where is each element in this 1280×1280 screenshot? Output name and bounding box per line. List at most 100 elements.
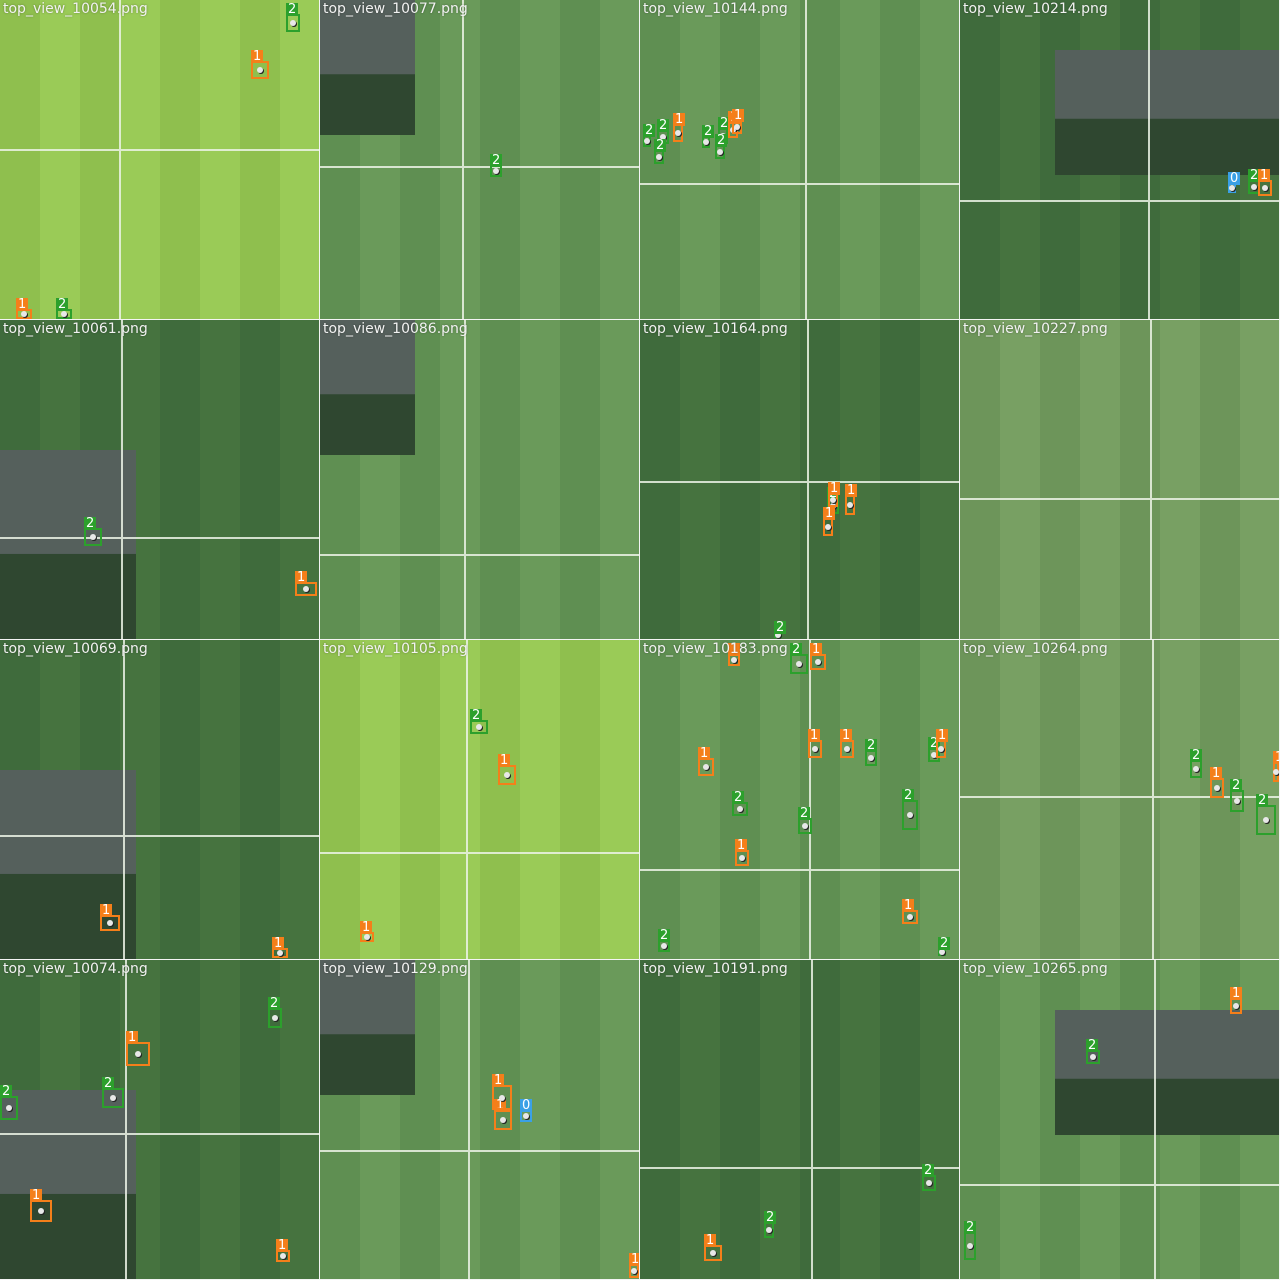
tile-top-view-10144-png[interactable]: top_view_10144.png221222121	[640, 0, 959, 319]
detection-box-class-2[interactable]: 2	[790, 643, 808, 674]
detection-box-class-1[interactable]: 1	[16, 298, 32, 319]
tile-top-view-10164-png[interactable]: top_view_10164.png21112	[640, 320, 959, 639]
detection-box-class-1[interactable]: 1	[823, 507, 836, 536]
detected-object-marker	[775, 632, 781, 638]
tile-top-view-10227-png[interactable]: top_view_10227.png	[960, 320, 1279, 639]
tile-top-view-10086-png[interactable]: top_view_10086.png	[320, 320, 639, 639]
detection-box-class-2[interactable]: 2	[732, 791, 748, 816]
detection-box-class-2[interactable]: 2	[1256, 794, 1276, 835]
class-id-tag: 2	[654, 138, 667, 153]
tile-top-view-10191-png[interactable]: top_view_10191.png 2 2 1	[640, 960, 959, 1279]
detection-box-class-2[interactable]: 2	[490, 154, 503, 177]
detection-box-class-1[interactable]: 1	[1210, 767, 1224, 798]
detection-box-class-1[interactable]: 1	[673, 113, 686, 142]
detection-box-class-2[interactable]: 2	[715, 134, 728, 159]
detection-box-class-1[interactable]: 1	[494, 1099, 512, 1130]
detection-box-class-1[interactable]: 1	[30, 1189, 52, 1222]
detection-box-class-1[interactable]: 1	[840, 729, 854, 758]
tile-top-view-10054-png[interactable]: top_view_10054.png 2 1 1 2	[0, 0, 319, 319]
class-id-tag: 2	[1190, 748, 1203, 763]
detection-box-class-0[interactable]: 0	[1228, 172, 1241, 193]
detected-object-marker	[675, 130, 681, 136]
detection-box-class-2[interactable]: 2	[922, 1164, 936, 1191]
detection-box-class-1[interactable]: 1	[698, 747, 714, 776]
tile-top-view-10069-png[interactable]: top_view_10069.png 1 1	[0, 640, 319, 959]
detection-box-class-2[interactable]: 2	[654, 139, 667, 164]
detection-box-class-2[interactable]: 2	[658, 929, 671, 952]
detection-box-class-2[interactable]: 2	[286, 3, 300, 32]
detection-box-class-1[interactable]: 1	[808, 729, 822, 758]
class-id-tag: 1	[498, 753, 511, 768]
detection-box-class-1[interactable]: 1	[360, 921, 374, 942]
detection-box-class-1[interactable]: 1	[272, 937, 288, 958]
class-id-tag: 1	[1258, 168, 1271, 183]
detection-box-class-1[interactable]: 1	[492, 1074, 512, 1110]
class-id-tag: 2	[658, 928, 671, 943]
detection-box-class-2[interactable]: 2	[702, 125, 715, 148]
detection-box-class-2[interactable]: 2	[774, 621, 787, 638]
detection-box-class-2[interactable]: 2	[938, 937, 951, 956]
detection-box-class-1[interactable]: 1	[126, 1031, 150, 1066]
detected-object-marker	[523, 1113, 529, 1119]
detected-object-marker	[1233, 1003, 1239, 1009]
tile-image	[960, 960, 1279, 1279]
detection-box-class-2[interactable]: 2	[643, 124, 656, 147]
detected-object-marker	[21, 311, 27, 317]
detection-box-class-2[interactable]: 2	[865, 739, 878, 766]
detected-object-marker	[499, 1094, 505, 1101]
detection-box-class-2[interactable]: 2	[798, 807, 812, 834]
detection-box-class-1[interactable]: 1	[902, 899, 918, 924]
detection-box-class-1[interactable]: 1	[100, 904, 120, 931]
detection-box-class-2[interactable]: 2	[56, 298, 72, 319]
detected-object-marker	[1214, 785, 1220, 791]
detection-box-class-0[interactable]: 0	[520, 1099, 533, 1122]
detection-box-class-2[interactable]: 2	[902, 789, 918, 830]
detection-box-class-1[interactable]: 1	[735, 839, 749, 866]
detection-box-class-1[interactable]: 1	[810, 643, 826, 670]
detection-box-class-2[interactable]: 2	[764, 1211, 777, 1238]
detection-box-class-2[interactable]: 2	[1190, 749, 1203, 778]
detection-box-class-1[interactable]: 1	[936, 729, 949, 758]
detection-box-class-1[interactable]: 1	[728, 643, 741, 666]
detection-box-class-1[interactable]: 1	[276, 1239, 290, 1262]
tile-top-view-10129-png[interactable]: top_view_10129.png 0 1 1 1	[320, 960, 639, 1279]
tile-top-view-10183-png[interactable]: top_view_10183.png 1 2 1 1 1 2 2 1 2 2 1 1 2 1 2 2	[640, 640, 959, 959]
detection-box-class-1[interactable]: 1	[845, 484, 858, 515]
detection-box-class-2[interactable]: 2	[102, 1077, 124, 1108]
tile-top-view-10074-png[interactable]: top_view_10074.png 2 1 2 2 1 1	[0, 960, 319, 1279]
detection-box-class-2[interactable]: 2	[1086, 1039, 1100, 1064]
detected-object-marker	[1193, 766, 1199, 772]
detection-box-class-2[interactable]: 2	[84, 517, 102, 546]
detected-object-marker	[1263, 817, 1269, 823]
tile-top-view-10265-png[interactable]: top_view_10265.png 1 2 2	[960, 960, 1279, 1279]
detection-box-class-1[interactable]: 1	[828, 482, 841, 507]
class-id-tag: 2	[490, 153, 503, 168]
class-id-tag: 1	[735, 838, 748, 853]
detection-box-class-1[interactable]: 1	[1258, 169, 1272, 196]
detection-box-class-2[interactable]: 2	[1248, 169, 1261, 194]
detection-box-class-1[interactable]: 1	[498, 754, 516, 785]
tile-top-view-10214-png[interactable]: top_view_10214.png 0 2 1	[960, 0, 1279, 319]
detection-box-class-2[interactable]: 2	[1230, 779, 1244, 812]
detection-box-class-2[interactable]: 2	[0, 1085, 18, 1120]
detected-object-marker	[931, 752, 937, 758]
detection-box-class-1[interactable]: 1	[1273, 751, 1279, 782]
detection-box-class-1[interactable]: 1	[1230, 987, 1243, 1014]
detection-box-class-1[interactable]: 1	[704, 1234, 722, 1261]
detection-box-class-1[interactable]: 1	[732, 109, 745, 134]
detection-box-class-2[interactable]: 2	[470, 709, 488, 734]
detection-box-class-1[interactable]: 1	[295, 571, 317, 596]
tile-top-view-10105-png[interactable]: top_view_10105.png 2 1 1	[320, 640, 639, 959]
class-id-tag: 2	[56, 297, 69, 312]
detection-box-class-1[interactable]: 1	[629, 1253, 639, 1278]
detected-object-marker	[660, 134, 666, 140]
detection-box-class-1[interactable]: 1	[251, 50, 269, 79]
class-id-tag: 1	[823, 506, 836, 521]
tile-top-view-10077-png[interactable]: top_view_10077.png 2	[320, 0, 639, 319]
tile-top-view-10061-png[interactable]: top_view_10061.png 2 1	[0, 320, 319, 639]
detection-box-class-2[interactable]: 2	[964, 1221, 977, 1260]
detection-box-class-2[interactable]: 2	[268, 997, 282, 1028]
detected-object-marker	[90, 534, 96, 540]
tile-filename-label: top_view_10129.png	[323, 961, 468, 977]
